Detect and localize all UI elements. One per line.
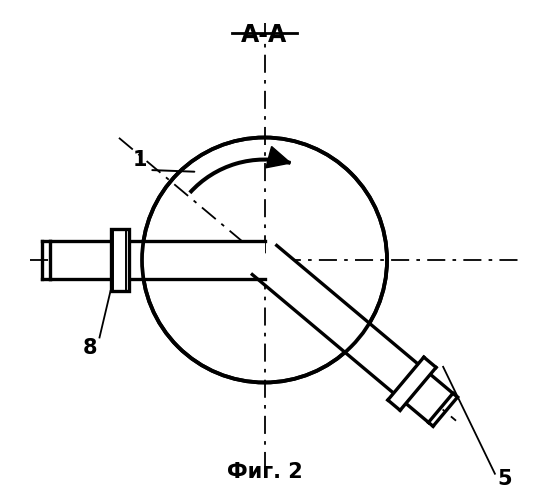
Text: 1: 1 [132,150,147,170]
Text: 8: 8 [82,338,97,357]
Polygon shape [266,146,290,168]
Polygon shape [388,357,436,410]
Text: Фиг. 2: Фиг. 2 [227,462,302,482]
Polygon shape [253,246,453,422]
Text: А-А: А-А [242,22,288,46]
Bar [110,229,128,291]
Bar [110,229,128,291]
Polygon shape [49,241,265,279]
Text: 5: 5 [497,468,512,488]
